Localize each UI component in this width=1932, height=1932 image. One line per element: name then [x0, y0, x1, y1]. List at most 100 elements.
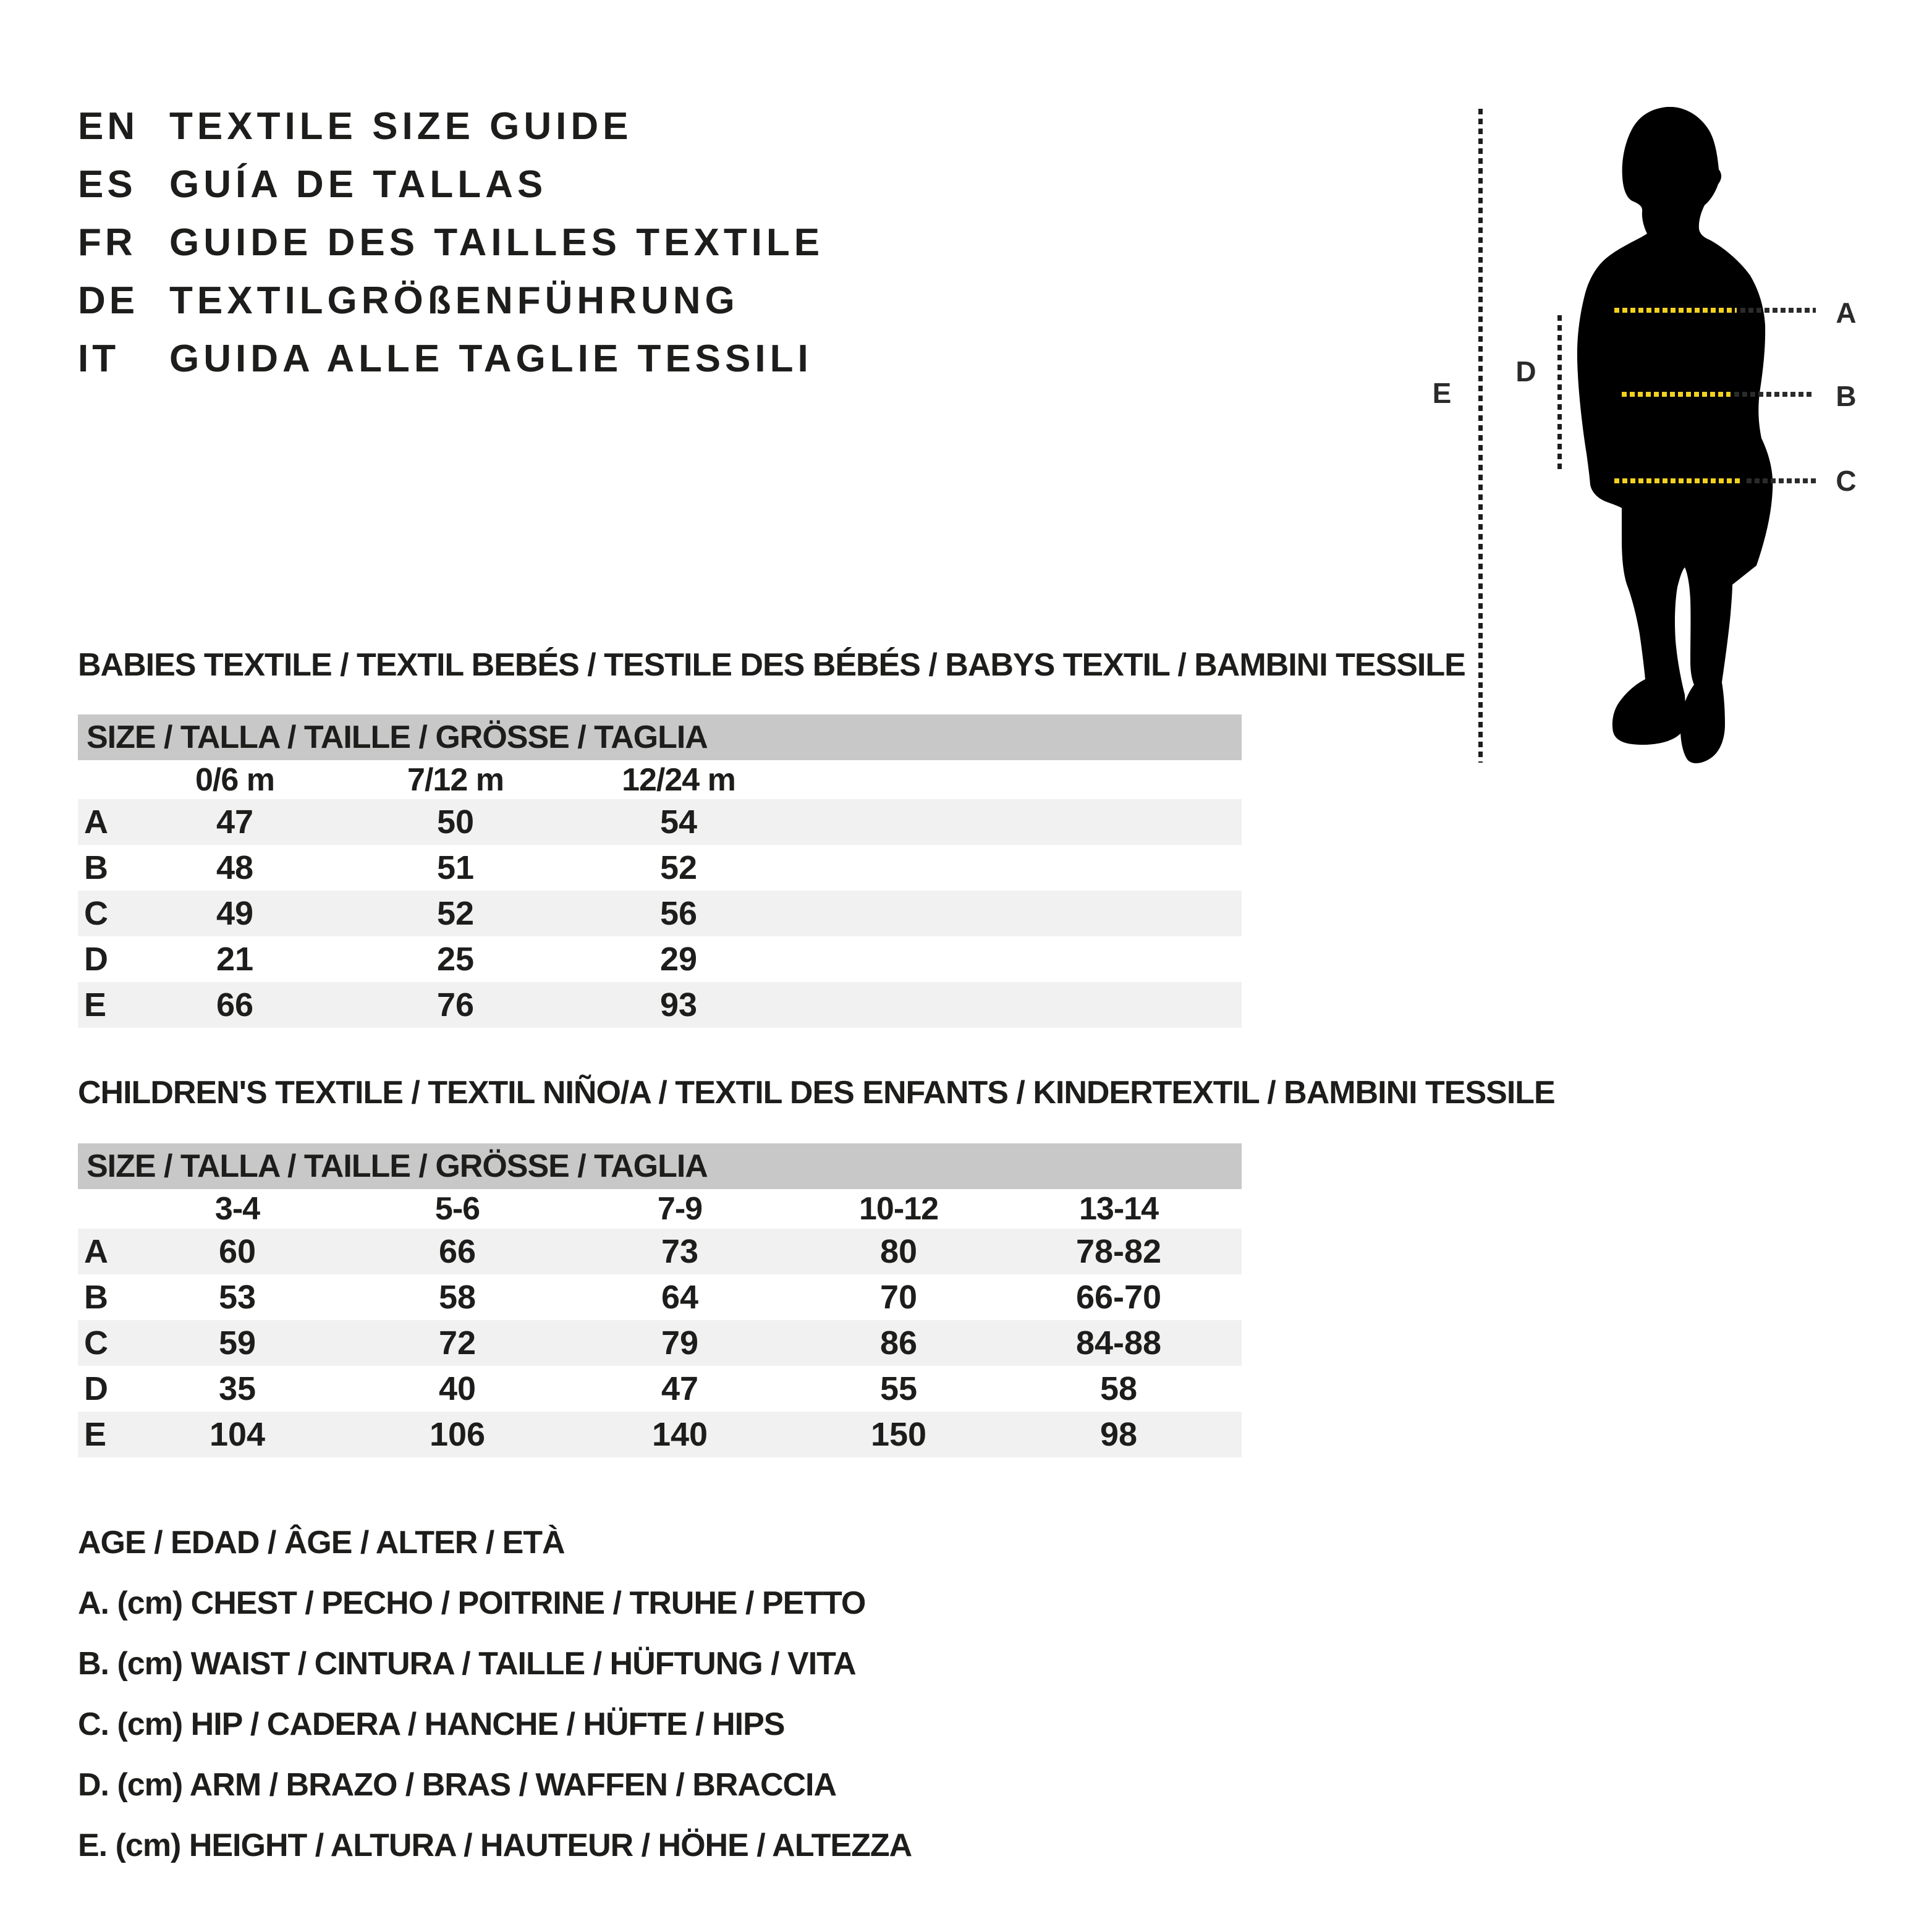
- table-cell: 73: [661, 1233, 699, 1270]
- table-cell: 50: [436, 803, 475, 841]
- table-cell: 66-70: [1075, 1279, 1162, 1316]
- language-code: EN: [78, 105, 139, 148]
- table-row: D 35 40 47 55 58: [78, 1366, 1242, 1412]
- table-cell: 59: [218, 1324, 256, 1362]
- column-header: 5-6: [434, 1191, 480, 1227]
- language-row: ES GUÍA DE TALLAS: [0, 164, 1360, 205]
- table-cell: 86: [879, 1324, 918, 1362]
- language-code: FR: [78, 221, 137, 264]
- table-cell: 35: [218, 1370, 256, 1407]
- table-cell: 52: [659, 849, 698, 886]
- row-label: B: [84, 1279, 108, 1316]
- table-cell: 98: [1099, 1416, 1138, 1453]
- label-c: C: [1836, 465, 1858, 497]
- label-e: E: [1432, 377, 1453, 409]
- column-header: 0/6 m: [195, 762, 275, 798]
- table-cell: 79: [661, 1324, 699, 1362]
- table-cell: 47: [216, 803, 254, 841]
- child-silhouette-icon: [1577, 107, 1773, 763]
- language-code: ES: [78, 163, 137, 206]
- table-cell: 80: [879, 1233, 918, 1270]
- row-label: D: [84, 1370, 108, 1407]
- language-row: EN TEXTILE SIZE GUIDE: [0, 106, 1360, 147]
- table-cell: 25: [436, 941, 475, 978]
- table-cell: 93: [659, 986, 698, 1023]
- table-cell: 47: [661, 1370, 699, 1407]
- table-cell: 56: [659, 895, 698, 932]
- hip-dash-dark: [1747, 478, 1819, 483]
- table-row: E 66 76 93: [78, 982, 1242, 1028]
- waist-dash-dark: [1734, 392, 1815, 397]
- table-cell: 84-88: [1075, 1324, 1162, 1362]
- table-cell: 29: [659, 941, 698, 978]
- legend-line: D. (cm) ARM / BRAZO / BRAS / WAFFEN / BR…: [78, 1767, 837, 1803]
- row-label: D: [84, 941, 108, 978]
- legend-line: E. (cm) HEIGHT / ALTURA / HAUTEUR / HÖHE…: [78, 1828, 912, 1863]
- section-title: BABIES TEXTILE / TEXTIL BEBÉS / TESTILE …: [78, 647, 1466, 683]
- label-d: D: [1515, 355, 1538, 388]
- row-label: A: [84, 803, 108, 841]
- language-code: DE: [78, 279, 139, 322]
- table-row: D 21 25 29: [78, 936, 1242, 982]
- table-cell: 48: [216, 849, 254, 886]
- table-row: B 53 58 64 70 66-70: [78, 1274, 1242, 1320]
- column-header: 7/12 m: [407, 762, 504, 798]
- size-header-banner: SIZE / TALLA / TAILLE / GRÖSSE / TAGLIA: [78, 1143, 1242, 1189]
- table-cell: 21: [216, 941, 254, 978]
- row-label: E: [84, 986, 107, 1023]
- chest-dash-dark: [1740, 308, 1816, 313]
- language-title: GUÍA DE TALLAS: [169, 163, 548, 206]
- language-title: GUIDA ALLE TAGLIE TESSILI: [169, 337, 813, 380]
- label-a: A: [1836, 297, 1858, 329]
- table-cell: 51: [436, 849, 475, 886]
- table-cell: 66: [438, 1233, 477, 1270]
- table-cell: 140: [651, 1416, 708, 1453]
- table-row: E 104 106 140 150 98: [78, 1412, 1242, 1457]
- row-label: A: [84, 1233, 108, 1270]
- chest-dash-yellow: [1614, 308, 1737, 313]
- column-header: 7-9: [657, 1191, 703, 1227]
- table-cell: 78-82: [1075, 1233, 1162, 1270]
- size-header-text: SIZE / TALLA / TAILLE / GRÖSSE / TAGLIA: [87, 1148, 708, 1184]
- table-cell: 54: [659, 803, 698, 841]
- language-code: IT: [78, 337, 120, 380]
- size-header-banner: SIZE / TALLA / TAILLE / GRÖSSE / TAGLIA: [78, 714, 1242, 760]
- table-cell: 49: [216, 895, 254, 932]
- legend-line: A. (cm) CHEST / PECHO / POITRINE / TRUHE…: [78, 1585, 866, 1621]
- table-row: B 48 51 52: [78, 845, 1242, 891]
- table-cell: 52: [436, 895, 475, 932]
- table-cell: 58: [438, 1279, 477, 1316]
- arm-measure-line: [1557, 315, 1562, 473]
- column-header: 13-14: [1079, 1191, 1159, 1227]
- table-cell: 76: [436, 986, 475, 1023]
- language-title: GUIDE DES TAILLES TEXTILE: [169, 221, 824, 264]
- table-cell: 150: [870, 1416, 927, 1453]
- height-measure-line: [1478, 109, 1483, 763]
- size-header-text: SIZE / TALLA / TAILLE / GRÖSSE / TAGLIA: [87, 719, 708, 755]
- language-row: DE TEXTILGRÖßENFÜHRUNG: [0, 281, 1360, 321]
- table-cell: 60: [218, 1233, 256, 1270]
- table-cell: 72: [438, 1324, 477, 1362]
- table-cell: 64: [661, 1279, 699, 1316]
- legend-line: C. (cm) HIP / CADERA / HANCHE / HÜFTE / …: [78, 1706, 785, 1742]
- table-cell: 55: [879, 1370, 918, 1407]
- row-label: C: [84, 1324, 108, 1362]
- table-row: A 47 50 54: [78, 799, 1242, 845]
- table-cell: 58: [1099, 1370, 1138, 1407]
- table-cell: 40: [438, 1370, 477, 1407]
- language-row: IT GUIDA ALLE TAGLIE TESSILI: [0, 339, 1360, 379]
- column-header: 3-4: [214, 1191, 260, 1227]
- hip-dash-yellow: [1614, 478, 1743, 483]
- table-cell: 66: [216, 986, 254, 1023]
- section-title: CHILDREN'S TEXTILE / TEXTIL NIÑO/A / TEX…: [78, 1075, 1556, 1111]
- legend-line: AGE / EDAD / ÂGE / ALTER / ETÀ: [78, 1525, 566, 1561]
- table-cell: 106: [429, 1416, 486, 1453]
- column-header: 12/24 m: [622, 762, 736, 798]
- table-cell: 104: [209, 1416, 266, 1453]
- label-b: B: [1836, 380, 1858, 412]
- row-label: B: [84, 849, 108, 886]
- language-title: TEXTILE SIZE GUIDE: [169, 105, 633, 148]
- language-title: TEXTILGRÖßENFÜHRUNG: [169, 279, 739, 322]
- table-row: A 60 66 73 80 78-82: [78, 1229, 1242, 1274]
- row-label: E: [84, 1416, 107, 1453]
